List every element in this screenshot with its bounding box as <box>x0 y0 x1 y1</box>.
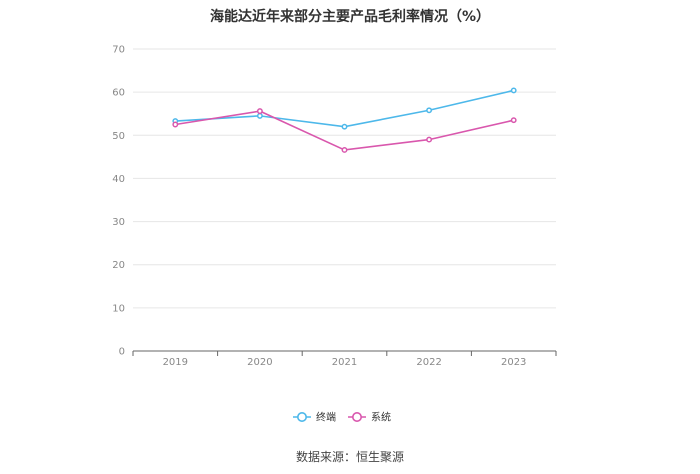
x-tick-label-2021: 2021 <box>332 357 357 368</box>
legend[interactable]: 终端 系统 <box>293 411 391 424</box>
x-tick-label-2022: 2022 <box>416 357 441 368</box>
x-tick-label-2023: 2023 <box>501 357 526 368</box>
x-tick-label-2020: 2020 <box>247 357 272 368</box>
data-point-1-2019 <box>172 121 179 128</box>
y-tick-label-0: 0 <box>119 347 125 358</box>
legend-marker <box>351 411 362 422</box>
y-tick-label-70: 70 <box>112 45 125 56</box>
series-line-0 <box>175 89 514 128</box>
legend-item-0[interactable]: 终端 <box>293 411 336 424</box>
data-point-0-2021 <box>341 123 348 130</box>
data-point-1-2023 <box>510 117 517 124</box>
legend-item-1[interactable]: 系统 <box>348 411 391 424</box>
data-point-1-2021 <box>341 147 348 153</box>
legend-label: 系统 <box>371 411 391 424</box>
legend-label: 终端 <box>316 411 336 424</box>
legend-marker <box>296 411 307 422</box>
series-line-1 <box>175 110 514 151</box>
y-axis: 0 10 20 30 40 50 60 70 <box>112 45 125 358</box>
data-point-0-2020 <box>256 112 263 119</box>
data-source-note: 数据来源：恒生聚源 <box>295 450 404 464</box>
y-tick-label-60: 60 <box>112 88 125 99</box>
chart-title: 海能达近年来部分主要产品毛利率情况（%） <box>209 9 491 25</box>
x-axis: 2019 2020 2021 2022 2023 <box>132 350 557 368</box>
data-point-0-2023 <box>510 87 517 94</box>
data-point-1-2022 <box>426 136 433 143</box>
y-tick-label-50: 50 <box>112 131 125 142</box>
data-point-0-2022 <box>426 107 433 114</box>
grid-lines <box>133 48 556 309</box>
y-tick-label-20: 20 <box>112 260 125 271</box>
data-point-1-2020 <box>256 108 263 115</box>
y-tick-label-10: 10 <box>112 303 125 314</box>
series-layer <box>172 87 517 153</box>
x-tick-label-2019: 2019 <box>163 357 188 368</box>
y-tick-label-40: 40 <box>112 174 125 185</box>
y-tick-label-30: 30 <box>112 217 125 228</box>
